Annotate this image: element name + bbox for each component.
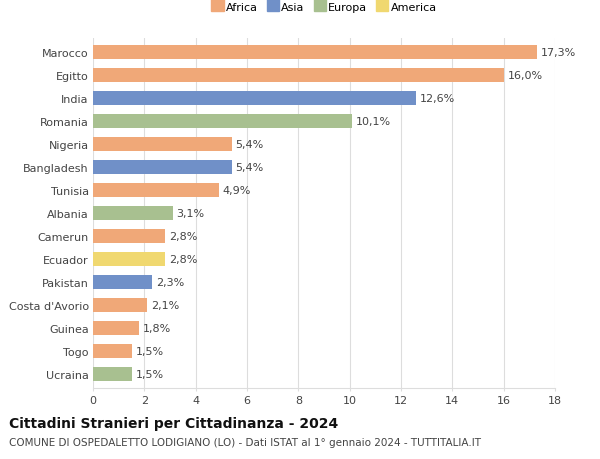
Bar [93, 114, 352, 129]
Bar [93, 207, 173, 220]
Text: 1,5%: 1,5% [136, 346, 163, 356]
Bar [93, 184, 219, 197]
Text: COMUNE DI OSPEDALETTO LODIGIANO (LO) - Dati ISTAT al 1° gennaio 2024 - TUTTITALI: COMUNE DI OSPEDALETTO LODIGIANO (LO) - D… [9, 437, 481, 447]
Text: 5,4%: 5,4% [235, 140, 264, 150]
Text: 3,1%: 3,1% [176, 208, 205, 218]
Text: 10,1%: 10,1% [356, 117, 391, 127]
Text: 2,8%: 2,8% [169, 254, 197, 264]
Legend: Africa, Asia, Europa, America: Africa, Asia, Europa, America [208, 0, 440, 16]
Bar [93, 229, 165, 243]
Bar [93, 252, 165, 266]
Text: 4,9%: 4,9% [223, 185, 251, 196]
Bar [93, 45, 537, 60]
Text: 17,3%: 17,3% [541, 48, 576, 58]
Text: 2,8%: 2,8% [169, 231, 197, 241]
Text: 2,1%: 2,1% [151, 300, 179, 310]
Text: 16,0%: 16,0% [508, 71, 542, 81]
Text: 2,3%: 2,3% [156, 277, 184, 287]
Bar [93, 367, 131, 381]
Bar [93, 344, 131, 358]
Bar [93, 68, 503, 83]
Text: 1,8%: 1,8% [143, 323, 172, 333]
Bar [93, 137, 232, 151]
Bar [93, 298, 147, 312]
Text: 12,6%: 12,6% [420, 94, 455, 104]
Bar [93, 91, 416, 106]
Bar [93, 275, 152, 290]
Bar [93, 321, 139, 335]
Text: 5,4%: 5,4% [235, 162, 264, 173]
Text: 1,5%: 1,5% [136, 369, 163, 379]
Bar [93, 160, 232, 174]
Text: Cittadini Stranieri per Cittadinanza - 2024: Cittadini Stranieri per Cittadinanza - 2… [9, 416, 338, 430]
